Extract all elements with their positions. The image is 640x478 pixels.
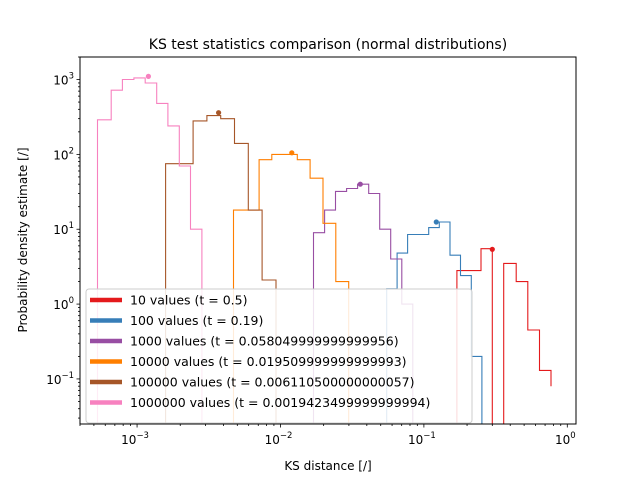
series-3-marker [289, 150, 295, 156]
series-2-histogram [312, 183, 414, 424]
x-tick-label: 10−2 [265, 431, 293, 447]
legend-label-5: 1000000 values (t = 0.001942349999999999… [130, 395, 430, 410]
x-tick-label: 100 [555, 431, 576, 447]
series-4-marker [216, 110, 222, 116]
x-tick-label: 10−1 [408, 431, 436, 447]
series-5-histogram [96, 77, 203, 424]
legend: 10 values (t = 0.5) 100 values (t = 0.19)… [85, 288, 473, 424]
legend-box [85, 288, 473, 424]
series-0-marker [489, 246, 495, 252]
x-tick-label: 10−3 [121, 431, 149, 447]
series-layer [96, 73, 552, 424]
x-axis-label: KS distance [/] [284, 459, 371, 473]
y-tick-label: 100 [53, 296, 74, 312]
y-tick-label: 102 [53, 146, 74, 162]
series-1-histogram [386, 221, 483, 424]
y-axis-label: Probability density estimate [/] [16, 147, 30, 332]
legend-label-1: 100 values (t = 0.19) [130, 313, 263, 328]
y-axis: 10−1 100 101 102 103 [46, 56, 80, 419]
series-5-marker [145, 73, 151, 79]
x-axis: 10−3 10−2 10−1 100 [79, 424, 576, 447]
legend-label-2: 1000 values (t = 0.058049999999999956) [130, 334, 399, 349]
legend-label-3: 10000 values (t = 0.019509999999999993) [130, 354, 407, 369]
y-tick-label: 103 [53, 72, 74, 88]
series-4-histogram [165, 115, 277, 424]
series-1-marker [433, 219, 439, 225]
chart-title: KS test statistics comparison (normal di… [149, 37, 507, 53]
legend-label-4: 100000 values (t = 0.006110500000000057) [130, 375, 414, 390]
legend-label-0: 10 values (t = 0.5) [130, 293, 247, 308]
series-0-histogram [456, 248, 552, 424]
y-tick-label: 101 [53, 221, 74, 237]
series-2-marker [357, 181, 363, 187]
y-tick-label: 10−1 [46, 371, 74, 387]
